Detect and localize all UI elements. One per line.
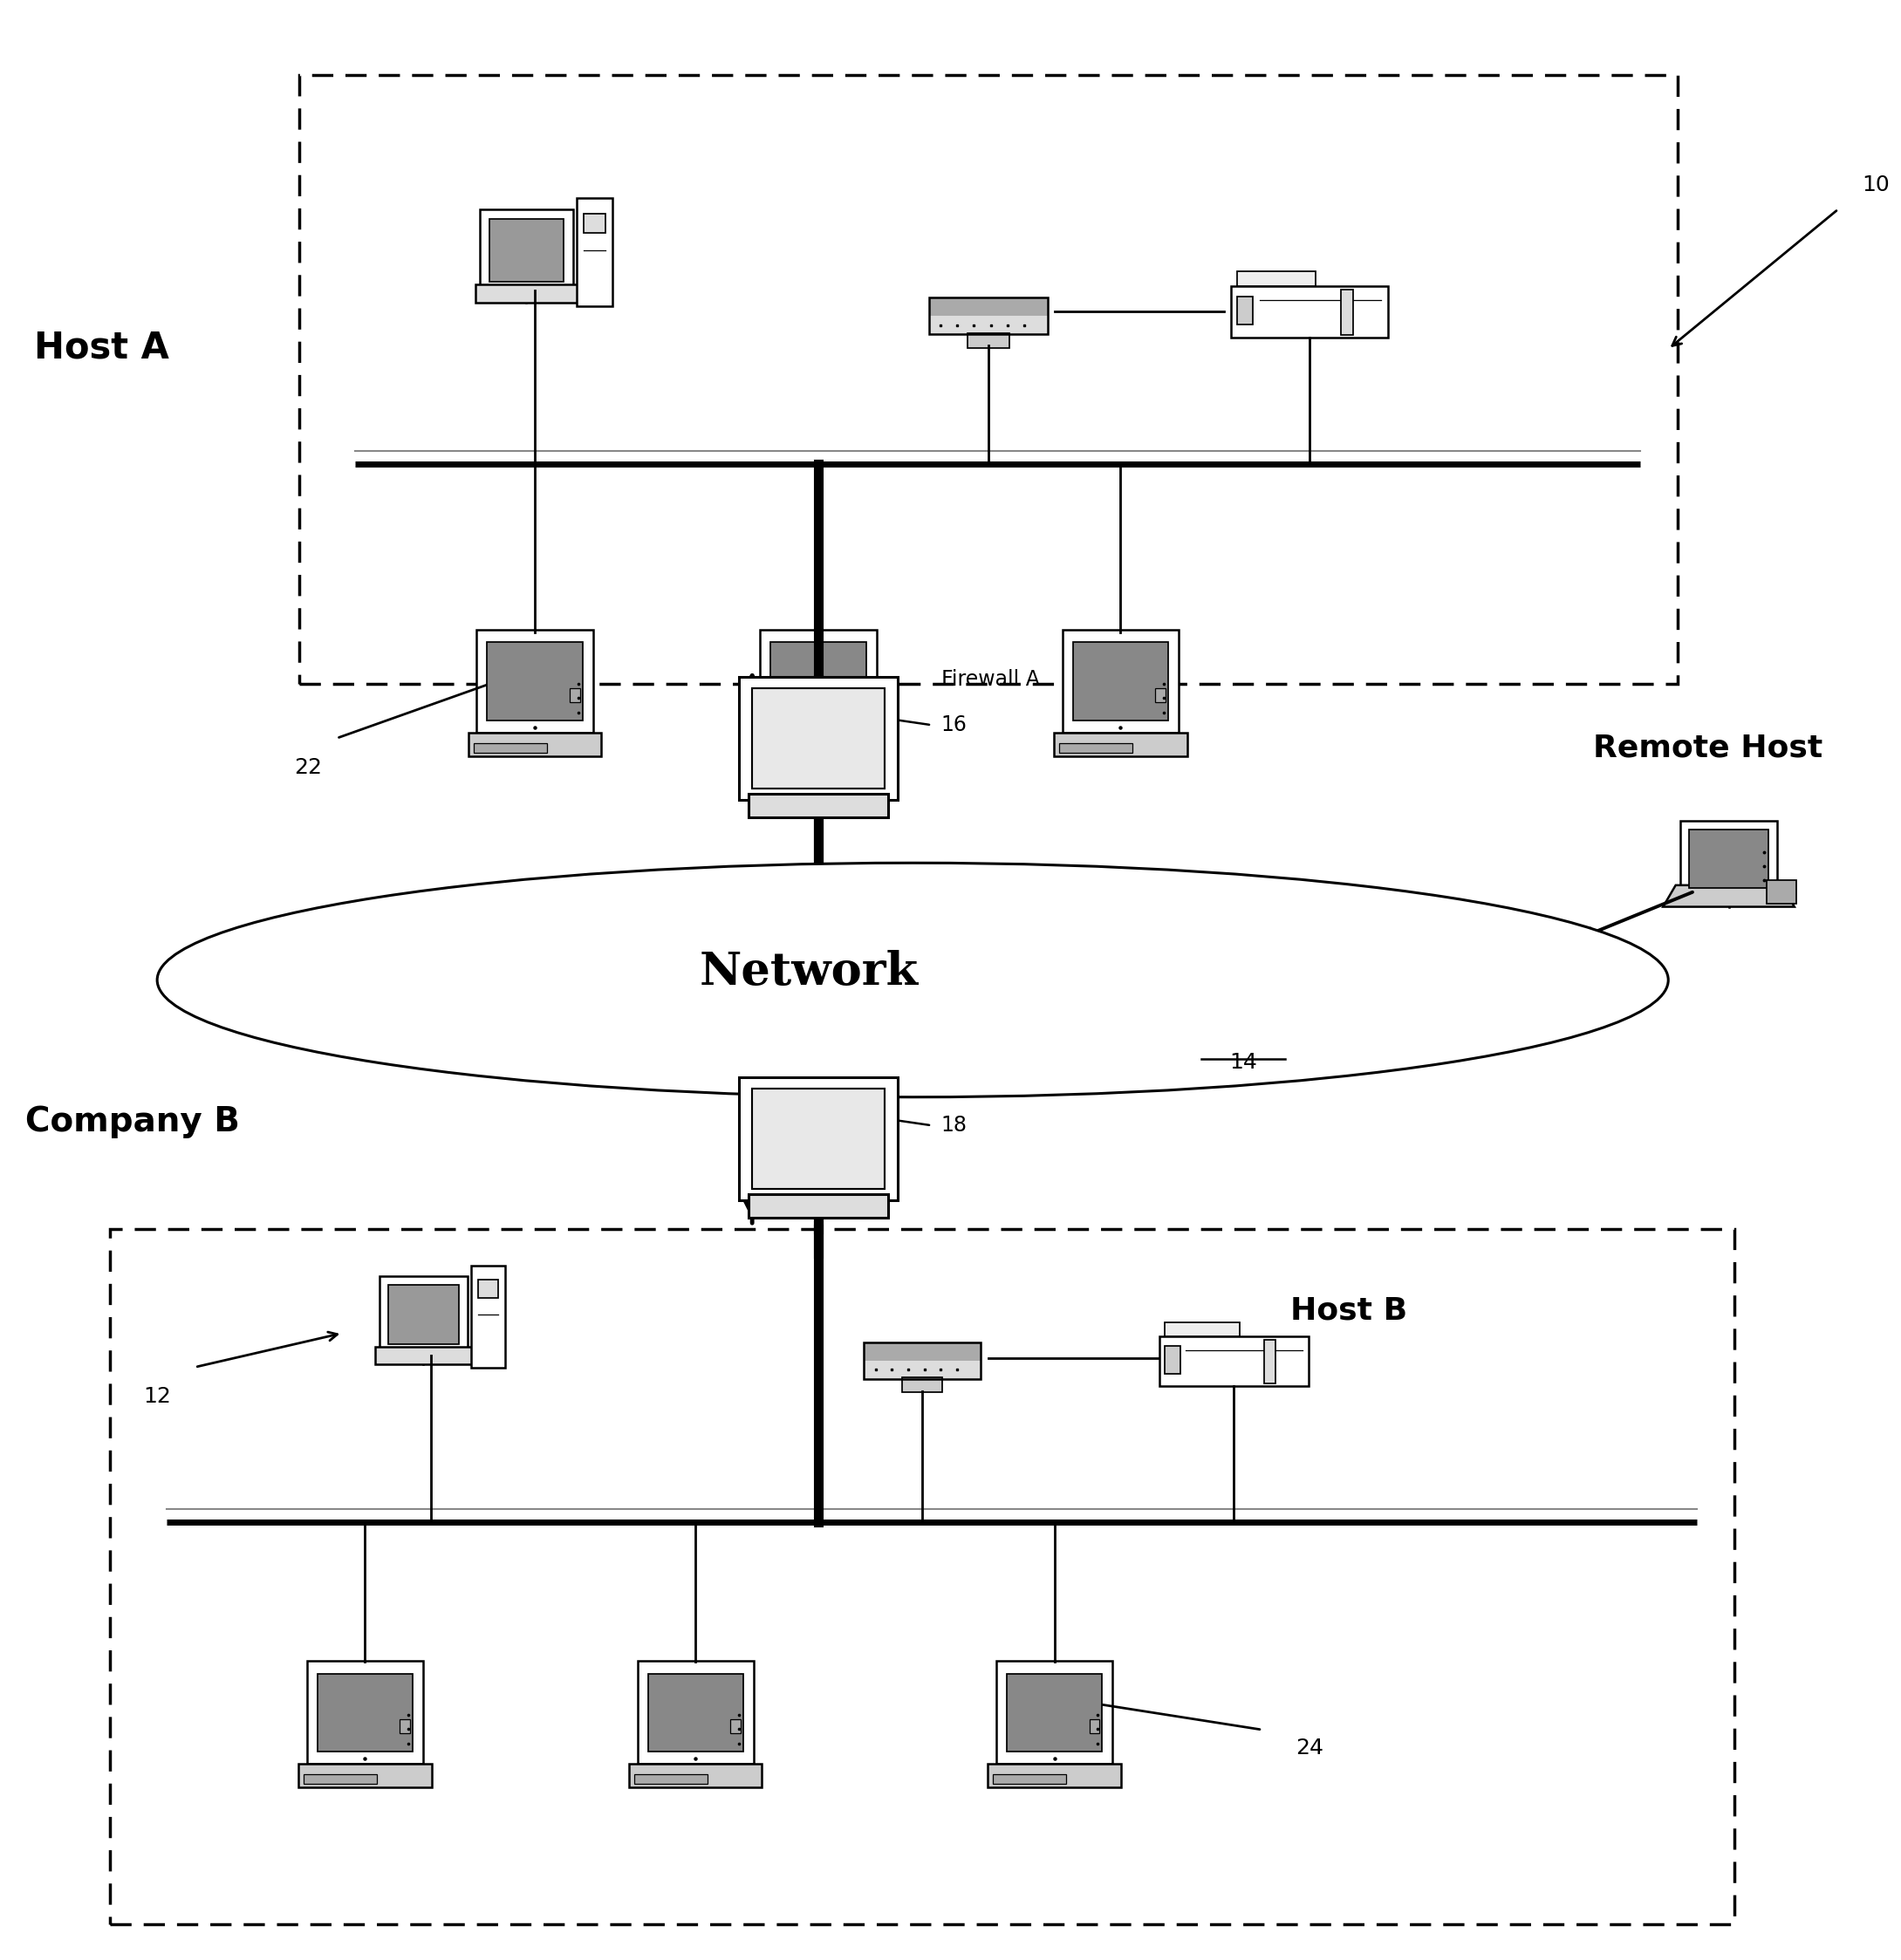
Bar: [968, 333, 1009, 349]
Bar: [854, 688, 863, 702]
Text: Host B: Host B: [1291, 1296, 1407, 1325]
Bar: [930, 298, 1047, 335]
Bar: [1340, 290, 1354, 335]
Text: Firewall B: Firewall B: [941, 1070, 1040, 1090]
Bar: [1165, 1323, 1239, 1337]
Polygon shape: [1663, 886, 1795, 907]
FancyBboxPatch shape: [629, 1764, 762, 1788]
Bar: [996, 1660, 1112, 1764]
Bar: [584, 214, 605, 233]
Text: 10: 10: [1863, 174, 1890, 196]
Text: Host A: Host A: [34, 329, 169, 367]
Bar: [1680, 821, 1777, 898]
Bar: [760, 629, 876, 733]
Bar: [576, 198, 612, 306]
Bar: [487, 643, 582, 721]
Bar: [1059, 743, 1133, 753]
Bar: [863, 1360, 981, 1380]
Text: Remote Host: Remote Host: [1593, 733, 1823, 762]
Bar: [110, 1229, 1734, 1925]
Bar: [479, 210, 572, 292]
Bar: [471, 1266, 506, 1368]
Bar: [1160, 1337, 1308, 1386]
Bar: [1063, 629, 1179, 733]
Text: 14: 14: [1230, 1053, 1257, 1072]
Bar: [637, 1660, 753, 1764]
FancyBboxPatch shape: [749, 1194, 888, 1217]
Bar: [635, 1774, 707, 1784]
Bar: [863, 1343, 981, 1380]
Bar: [380, 1276, 468, 1354]
Bar: [1232, 286, 1388, 337]
Bar: [992, 1774, 1066, 1784]
FancyBboxPatch shape: [749, 794, 888, 817]
Bar: [298, 74, 1679, 684]
Text: 18: 18: [941, 1115, 968, 1137]
FancyBboxPatch shape: [989, 1764, 1122, 1788]
Bar: [477, 629, 593, 733]
FancyBboxPatch shape: [1053, 733, 1186, 757]
Bar: [739, 1078, 897, 1200]
Bar: [473, 743, 547, 753]
Bar: [374, 1347, 471, 1364]
Bar: [399, 1719, 411, 1733]
Bar: [930, 316, 1047, 335]
Bar: [751, 688, 886, 788]
Text: 12: 12: [143, 1386, 171, 1407]
Bar: [1690, 829, 1768, 888]
Text: Firewall A: Firewall A: [941, 668, 1040, 690]
Bar: [1238, 296, 1253, 325]
Text: Company B: Company B: [25, 1105, 240, 1139]
Bar: [648, 1674, 743, 1752]
Bar: [1156, 688, 1165, 702]
Bar: [901, 1378, 943, 1392]
Bar: [475, 284, 578, 302]
Ellipse shape: [158, 862, 1669, 1098]
Bar: [757, 743, 831, 753]
FancyBboxPatch shape: [751, 733, 884, 757]
Bar: [477, 1280, 498, 1298]
Bar: [1089, 1719, 1099, 1733]
Bar: [1072, 643, 1169, 721]
Bar: [930, 298, 1047, 318]
Bar: [739, 676, 897, 800]
Bar: [304, 1774, 376, 1784]
Text: Network: Network: [700, 951, 918, 994]
Bar: [770, 643, 867, 721]
Bar: [388, 1286, 458, 1345]
FancyBboxPatch shape: [468, 733, 601, 757]
Text: 20: 20: [1631, 956, 1660, 978]
Bar: [1238, 270, 1315, 286]
Bar: [751, 1088, 886, 1190]
Bar: [317, 1674, 413, 1752]
Text: 24: 24: [1295, 1737, 1323, 1758]
Bar: [306, 1660, 424, 1764]
Text: 16: 16: [941, 715, 968, 735]
Bar: [730, 1719, 739, 1733]
Bar: [1165, 1347, 1181, 1374]
Text: 22: 22: [295, 757, 323, 778]
FancyBboxPatch shape: [298, 1764, 432, 1788]
Bar: [489, 220, 565, 282]
Bar: [1766, 880, 1796, 904]
Bar: [863, 1343, 981, 1362]
Bar: [1008, 1674, 1103, 1752]
Bar: [1264, 1341, 1276, 1384]
Bar: [570, 688, 580, 702]
